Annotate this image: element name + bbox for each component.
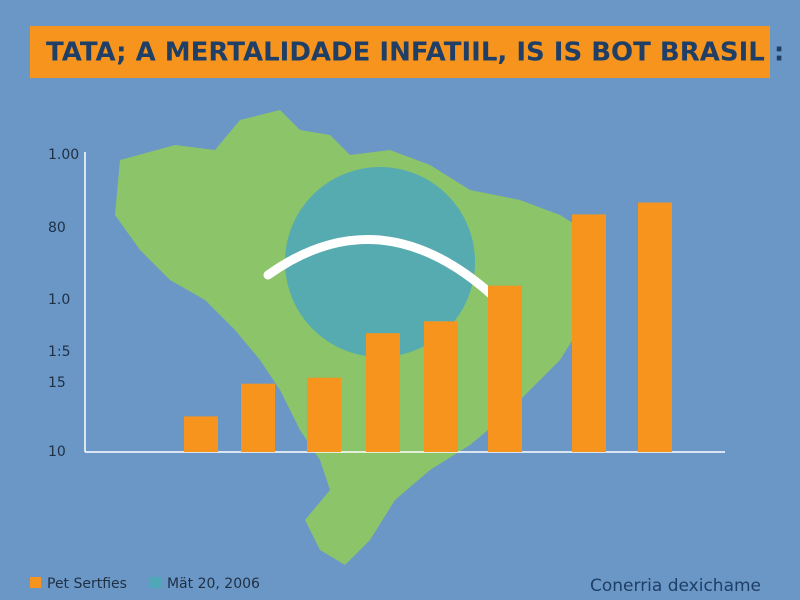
bar xyxy=(241,383,275,452)
bar xyxy=(572,214,606,452)
y-axis-label: 1.0 xyxy=(48,292,70,308)
legend-swatch xyxy=(30,577,41,588)
legend-label: Mät 20, 2006 xyxy=(167,576,260,592)
arc xyxy=(263,235,497,300)
bar xyxy=(638,202,672,452)
bar xyxy=(307,377,341,452)
bar xyxy=(488,285,522,452)
y-axis-label: 80 xyxy=(48,220,66,236)
chart-title: TATA; A MERTALIDADE INFATIIL, IS IS BOT … xyxy=(46,38,784,68)
bar xyxy=(366,333,400,452)
y-axis-label: 15 xyxy=(48,375,66,391)
y-axis-label: 1:5 xyxy=(48,344,71,360)
source: Conerria dexichame xyxy=(590,576,761,596)
title-band xyxy=(30,26,770,78)
legend-label: Pet Sertfies xyxy=(47,576,127,592)
y-axis-label: 1.00 xyxy=(48,147,79,163)
globe-circle xyxy=(285,167,475,357)
bar xyxy=(184,416,218,452)
bar xyxy=(424,321,458,452)
legend-swatch xyxy=(149,577,161,588)
y-axis-label: 10 xyxy=(48,444,66,460)
